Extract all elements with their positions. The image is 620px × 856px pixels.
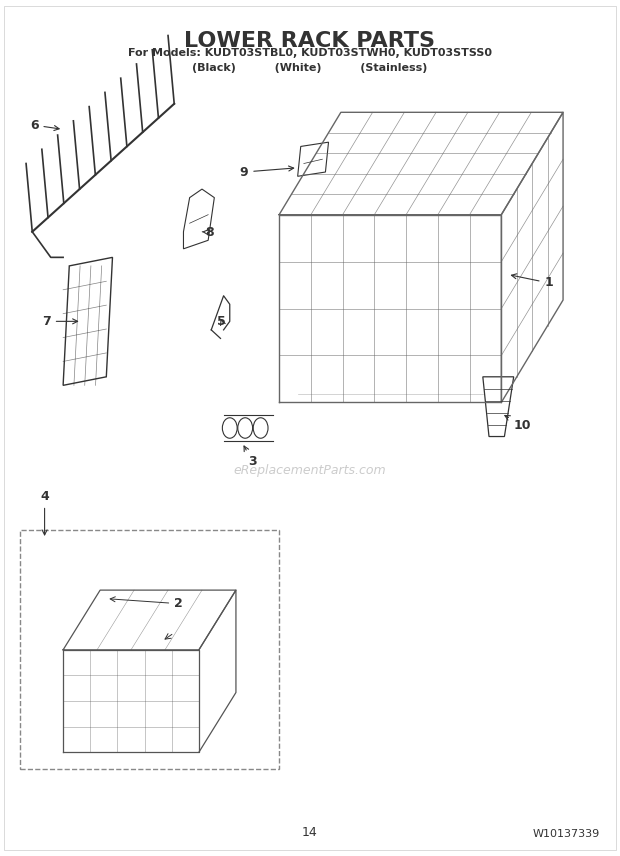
- Text: 6: 6: [30, 119, 59, 132]
- Text: (Black)          (White)          (Stainless): (Black) (White) (Stainless): [192, 62, 428, 73]
- Text: For Models: KUDT03STBL0, KUDT03STWH0, KUDT03STSS0: For Models: KUDT03STBL0, KUDT03STWH0, KU…: [128, 48, 492, 58]
- Text: 8: 8: [202, 226, 214, 239]
- Text: 7: 7: [42, 315, 78, 328]
- Text: 10: 10: [505, 415, 531, 432]
- Text: 5: 5: [218, 315, 226, 329]
- Text: 14: 14: [302, 826, 318, 839]
- Text: eReplacementParts.com: eReplacementParts.com: [234, 464, 386, 477]
- Text: 1: 1: [512, 274, 553, 289]
- Text: 3: 3: [244, 446, 257, 468]
- Text: 4: 4: [40, 490, 49, 535]
- Text: 9: 9: [240, 165, 294, 179]
- Text: 2: 2: [110, 597, 183, 610]
- Text: W10137339: W10137339: [533, 829, 600, 839]
- Text: LOWER RACK PARTS: LOWER RACK PARTS: [185, 32, 435, 51]
